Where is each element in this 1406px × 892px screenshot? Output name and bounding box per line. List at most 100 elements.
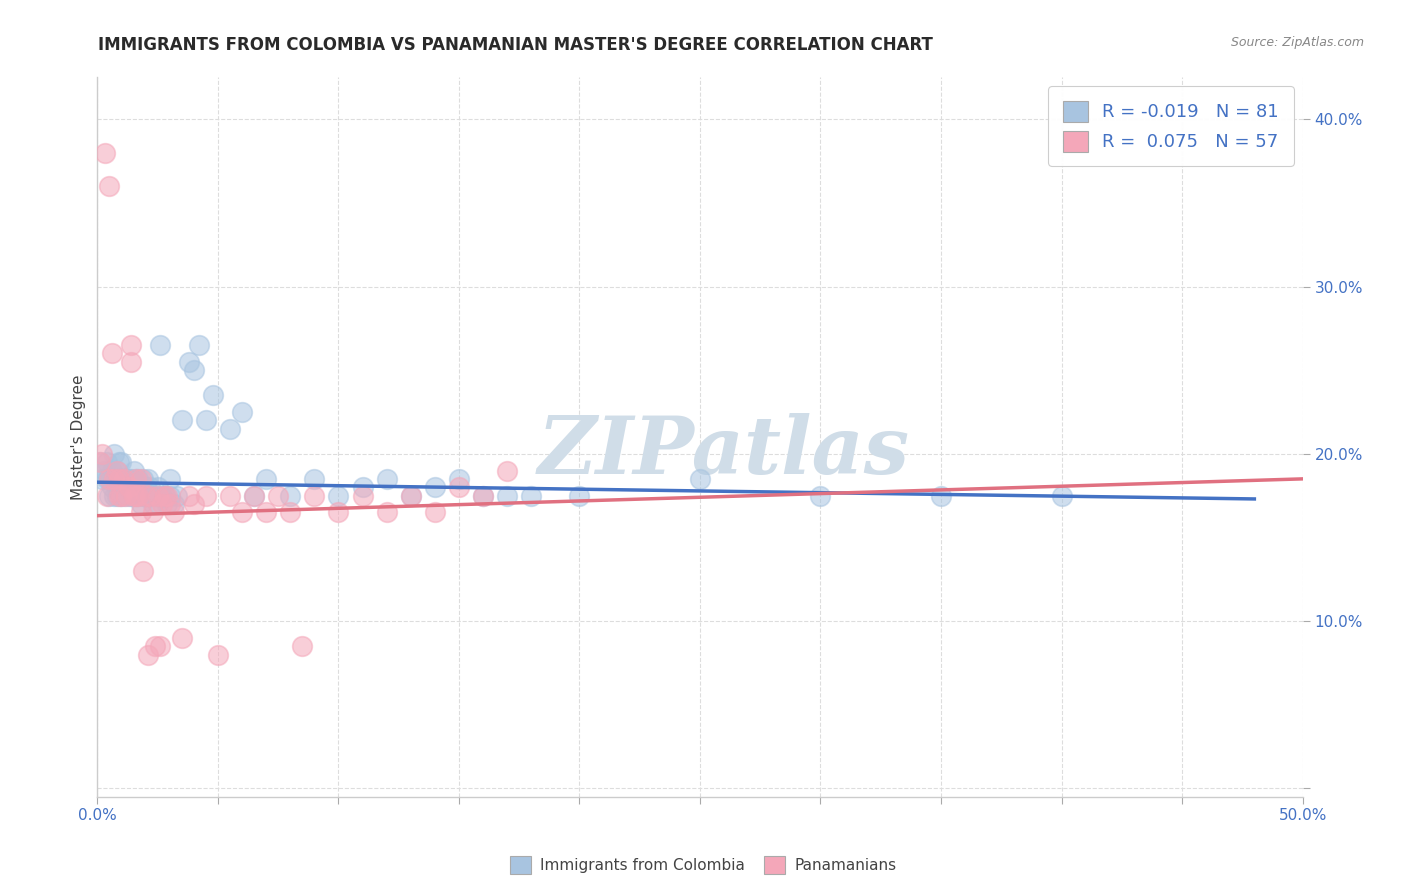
Point xyxy=(103,489,125,503)
Point xyxy=(127,489,149,503)
Point xyxy=(375,505,398,519)
Point xyxy=(149,639,172,653)
Point xyxy=(103,447,125,461)
Point xyxy=(125,472,148,486)
Point xyxy=(219,489,242,503)
Point xyxy=(929,489,952,503)
Point xyxy=(96,455,118,469)
Point xyxy=(254,472,277,486)
Point xyxy=(101,480,124,494)
Point xyxy=(132,472,155,486)
Point xyxy=(108,489,131,503)
Point xyxy=(183,497,205,511)
Point xyxy=(120,489,142,503)
Text: ZIPatlas: ZIPatlas xyxy=(538,413,910,491)
Point xyxy=(129,480,152,494)
Point xyxy=(156,497,179,511)
Legend: R = -0.019   N = 81, R =  0.075   N = 57: R = -0.019 N = 81, R = 0.075 N = 57 xyxy=(1049,87,1294,166)
Point xyxy=(103,472,125,486)
Point xyxy=(122,489,145,503)
Point xyxy=(166,489,188,503)
Point xyxy=(163,497,186,511)
Point xyxy=(105,480,128,494)
Point xyxy=(152,489,174,503)
Point xyxy=(110,455,132,469)
Point xyxy=(139,480,162,494)
Point xyxy=(118,480,141,494)
Point xyxy=(243,489,266,503)
Point xyxy=(91,447,114,461)
Point xyxy=(423,480,446,494)
Point xyxy=(110,489,132,503)
Point xyxy=(98,472,121,486)
Point xyxy=(243,489,266,503)
Point xyxy=(101,346,124,360)
Point xyxy=(115,489,138,503)
Point xyxy=(146,480,169,494)
Point xyxy=(219,422,242,436)
Point xyxy=(194,413,217,427)
Point xyxy=(146,497,169,511)
Point xyxy=(472,489,495,503)
Point xyxy=(278,489,301,503)
Point xyxy=(118,489,141,503)
Point xyxy=(132,564,155,578)
Point xyxy=(139,489,162,503)
Point xyxy=(177,355,200,369)
Point xyxy=(89,455,111,469)
Point xyxy=(143,639,166,653)
Point xyxy=(110,489,132,503)
Point xyxy=(170,413,193,427)
Point xyxy=(110,472,132,486)
Point xyxy=(187,338,209,352)
Point xyxy=(127,472,149,486)
Point xyxy=(352,489,374,503)
Point xyxy=(93,463,115,477)
Legend: Immigrants from Colombia, Panamanians: Immigrants from Colombia, Panamanians xyxy=(503,850,903,880)
Point xyxy=(202,388,225,402)
Point xyxy=(399,489,422,503)
Point xyxy=(105,489,128,503)
Point xyxy=(231,505,253,519)
Point xyxy=(127,489,149,503)
Point xyxy=(93,145,115,160)
Point xyxy=(304,472,326,486)
Point xyxy=(96,489,118,503)
Point xyxy=(135,480,157,494)
Point xyxy=(98,179,121,194)
Point xyxy=(810,489,832,503)
Point xyxy=(399,489,422,503)
Point xyxy=(122,463,145,477)
Point xyxy=(139,489,162,503)
Point xyxy=(159,489,181,503)
Point xyxy=(142,497,165,511)
Point xyxy=(520,489,543,503)
Point xyxy=(96,472,118,486)
Point xyxy=(91,472,114,486)
Point xyxy=(159,497,181,511)
Point xyxy=(125,489,148,503)
Point xyxy=(120,472,142,486)
Point xyxy=(170,631,193,645)
Point xyxy=(129,497,152,511)
Point xyxy=(447,472,470,486)
Point xyxy=(122,480,145,494)
Point xyxy=(163,505,186,519)
Point xyxy=(152,497,174,511)
Point xyxy=(375,472,398,486)
Point xyxy=(496,463,519,477)
Point xyxy=(115,480,138,494)
Point xyxy=(328,489,350,503)
Y-axis label: Master's Degree: Master's Degree xyxy=(72,375,86,500)
Point xyxy=(120,338,142,352)
Point xyxy=(156,489,179,503)
Point xyxy=(108,455,131,469)
Point xyxy=(472,489,495,503)
Point xyxy=(291,639,314,653)
Point xyxy=(103,472,125,486)
Point xyxy=(129,472,152,486)
Text: IMMIGRANTS FROM COLOMBIA VS PANAMANIAN MASTER'S DEGREE CORRELATION CHART: IMMIGRANTS FROM COLOMBIA VS PANAMANIAN M… xyxy=(98,36,934,54)
Point xyxy=(108,472,131,486)
Point xyxy=(125,489,148,503)
Point xyxy=(98,472,121,486)
